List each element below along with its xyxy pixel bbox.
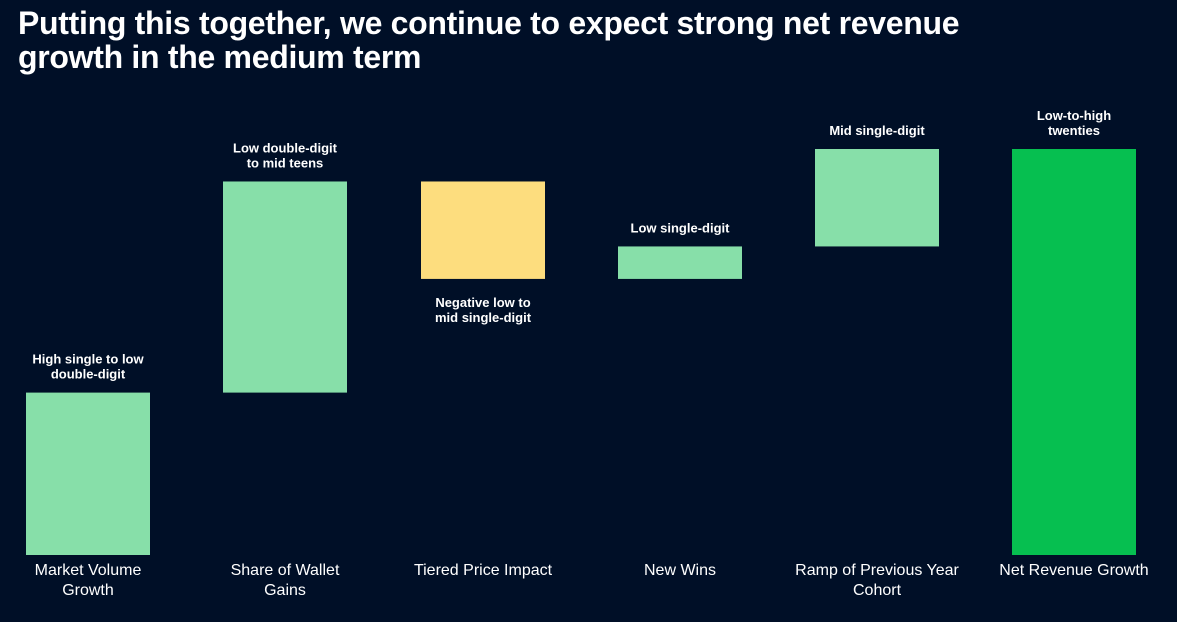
bar-5 <box>815 149 939 247</box>
bar-label-1: High single to low double-digit <box>32 352 144 382</box>
category-label-line: Share of Wallet <box>231 562 340 579</box>
bar-label-line: mid single-digit <box>435 310 532 325</box>
bar-label-6: Low-to-high twenties <box>1037 108 1111 138</box>
category-label-1: Market Volume Growth <box>35 562 142 599</box>
bar-label-line: Low-to-high <box>1037 108 1111 123</box>
bar-label-5: Mid single-digit <box>829 123 925 138</box>
bar-labels-group: High single to low double-digit Low double… <box>32 108 1111 382</box>
bar-6 <box>1012 149 1136 555</box>
bar-label-line: double-digit <box>51 367 126 382</box>
category-label-line: Market Volume <box>35 562 142 579</box>
bar-label-4: Low single-digit <box>631 220 731 235</box>
bar-label-3: Negative low to mid single-digit <box>435 295 532 325</box>
bar-2 <box>223 181 347 393</box>
category-label-3: Tiered Price Impact <box>414 562 553 579</box>
bar-label-line: High single to low <box>32 352 144 367</box>
category-label-6: Net Revenue Growth <box>999 562 1148 579</box>
bar-1 <box>26 392 150 555</box>
bar-label-line: Negative low to <box>435 295 530 310</box>
category-label-5: Ramp of Previous Year Cohort <box>795 562 959 599</box>
category-labels-group: Market Volume Growth Share of Wallet Gains T… <box>35 562 1149 599</box>
page-title: Putting this together, we continue to ex… <box>18 5 960 75</box>
category-label-line: Cohort <box>853 582 902 599</box>
category-label-line: Growth <box>62 582 114 599</box>
category-label-line: Ramp of Previous Year <box>795 562 959 579</box>
bar-label-line: Low double-digit <box>233 140 338 155</box>
bar-label-line: Low single-digit <box>631 220 731 235</box>
bar-4 <box>618 246 742 279</box>
category-label-4: New Wins <box>644 562 716 579</box>
category-label-line: Tiered Price Impact <box>414 562 553 579</box>
category-label-line: Gains <box>264 582 306 599</box>
category-label-line: Net Revenue Growth <box>999 562 1148 579</box>
bar-label-line: Mid single-digit <box>829 123 925 138</box>
bar-3 <box>421 181 545 279</box>
bars-group <box>26 149 1136 555</box>
bar-label-line: to mid teens <box>247 155 324 170</box>
category-label-line: New Wins <box>644 562 716 579</box>
bar-label-2: Low double-digit to mid teens <box>233 140 338 170</box>
category-label-2: Share of Wallet Gains <box>231 562 340 599</box>
bar-label-line: twenties <box>1048 123 1100 138</box>
